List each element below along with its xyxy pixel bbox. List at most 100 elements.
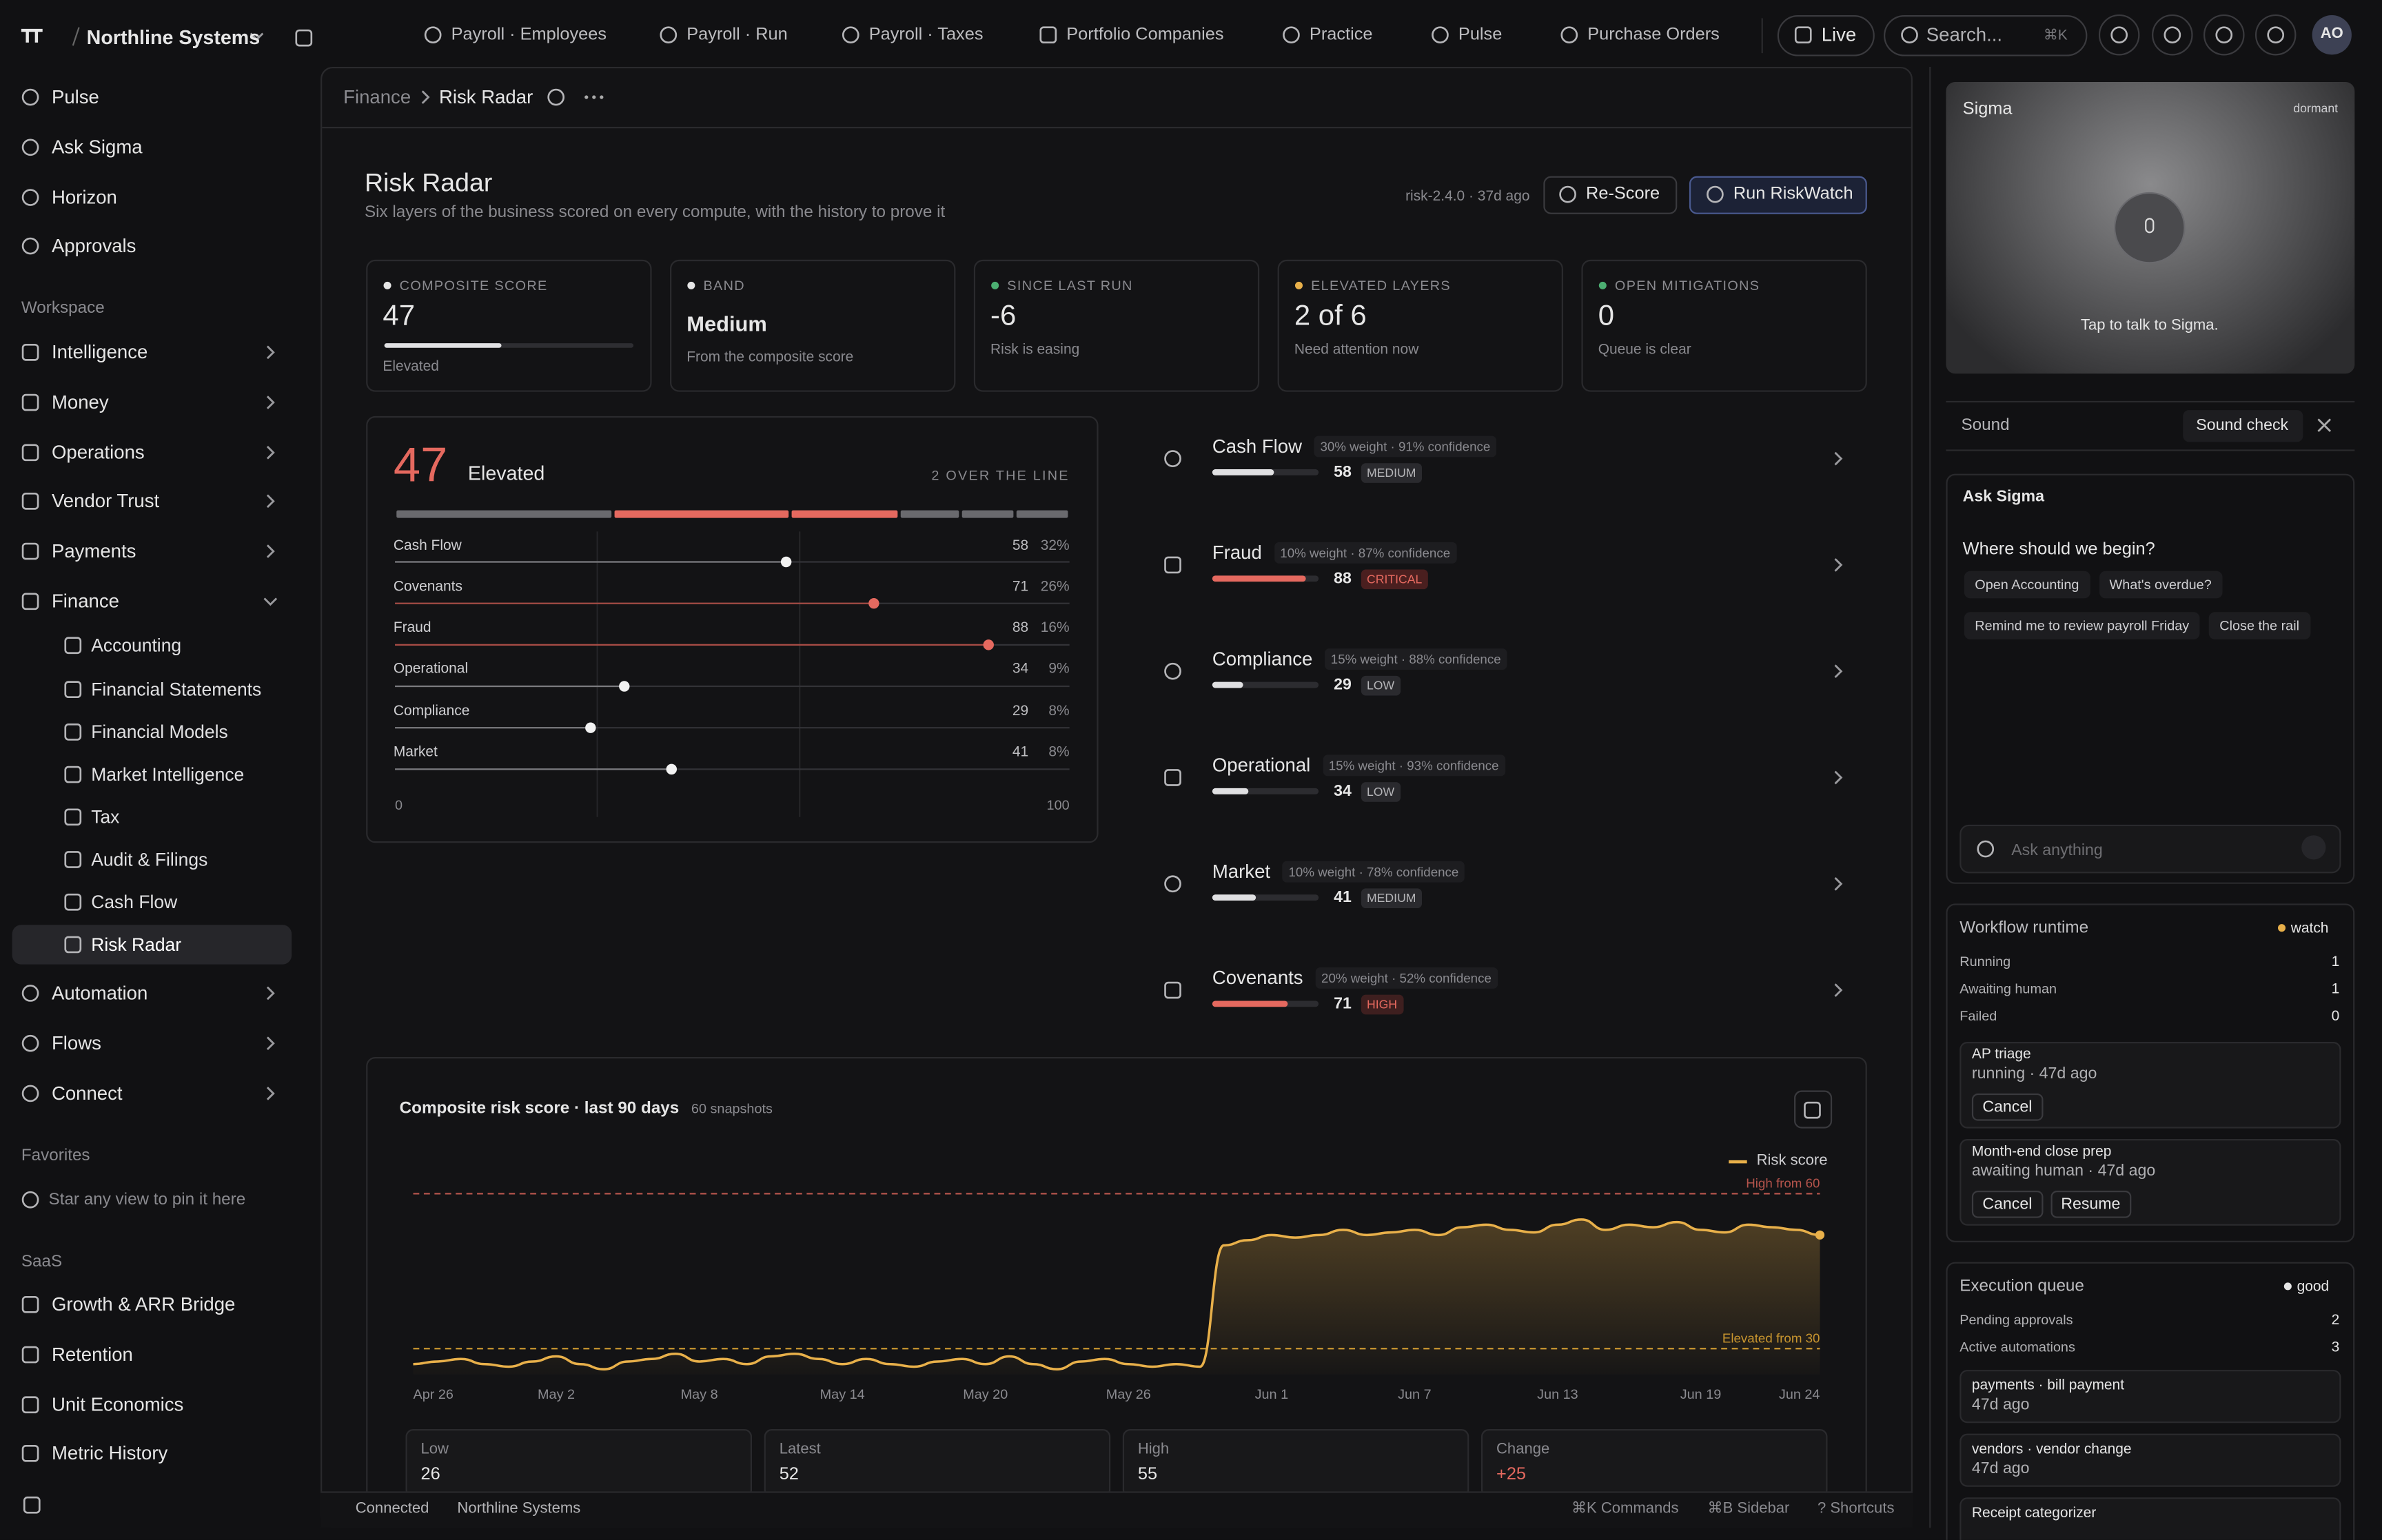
sidebar-item[interactable]: Vendor Trust — [51, 489, 160, 511]
suggestion-chip[interactable]: What's overdue? — [2099, 570, 2223, 598]
sidebar-item[interactable]: Ask Sigma — [51, 136, 143, 158]
text: 26% — [1040, 578, 1070, 595]
suggestion-chip[interactable]: Close the rail — [2208, 611, 2310, 639]
status-dot — [383, 281, 391, 289]
lollipop-dot — [780, 556, 792, 568]
sidebar-item[interactable]: Financial Statements — [91, 679, 262, 701]
button[interactable]: Cancel — [1971, 1093, 2043, 1121]
nav-item[interactable]: Portfolio Companies — [1066, 25, 1224, 44]
sidebar-item[interactable]: Market Intelligence — [91, 763, 245, 786]
icon — [1804, 1101, 1821, 1119]
text[interactable]: ⌘B Sidebar — [1707, 1500, 1790, 1517]
sidebar-item[interactable]: Connect — [51, 1082, 123, 1104]
sidebar-item[interactable]: Retention — [51, 1343, 133, 1365]
text: dormant — [2293, 101, 2339, 115]
sidebar-item[interactable]: Automation — [51, 981, 148, 1003]
lollipop-dot — [619, 681, 630, 692]
suggestion-chip[interactable]: Open Accounting — [1964, 570, 2090, 598]
status-dot — [1598, 281, 1607, 289]
text: 41 — [1334, 888, 1352, 907]
icon — [21, 985, 39, 1002]
breadcrumb[interactable]: Finance — [343, 85, 411, 107]
weight-segment — [900, 510, 959, 518]
sidebar-item[interactable]: Intelligence — [51, 340, 148, 362]
legend-label: Risk score — [1756, 1152, 1828, 1170]
calendar-button[interactable] — [1794, 1090, 1833, 1129]
nav-item[interactable]: Payroll · Taxes — [868, 25, 984, 44]
weight-segment — [1016, 510, 1068, 518]
icon — [547, 88, 565, 106]
input[interactable] — [1959, 824, 2341, 874]
icon — [1559, 185, 1576, 203]
sidebar-item[interactable]: Pulse — [51, 85, 99, 107]
icon — [1164, 662, 1181, 680]
sidebar-item[interactable]: Metric History — [51, 1441, 168, 1464]
stat-box — [405, 1429, 753, 1498]
button[interactable] — [2183, 410, 2303, 442]
kpi-card — [1277, 259, 1563, 392]
lollipop-dot — [666, 763, 678, 775]
nav-item[interactable]: Practice — [1309, 25, 1373, 44]
stat-box — [1480, 1429, 1828, 1498]
nav-item[interactable]: Purchase Orders — [1587, 25, 1720, 44]
sidebar-item[interactable]: Flows — [51, 1031, 101, 1054]
icon — [295, 29, 313, 47]
layer-name: Market — [1212, 861, 1271, 883]
chevron — [266, 544, 275, 558]
sidebar-item[interactable]: Cash Flow — [91, 891, 178, 913]
sidebar-item[interactable]: Approvals — [51, 234, 136, 256]
text: Workflow runtime — [1959, 918, 2089, 936]
sidebar-item[interactable]: Payments — [51, 540, 136, 562]
icon — [1164, 875, 1181, 893]
nav-item[interactable]: Payroll · Run — [686, 25, 788, 44]
org-switcher[interactable]: Northline Systems — [86, 25, 261, 49]
text: Sigma — [1962, 100, 2013, 119]
sidebar-item[interactable]: Accounting — [91, 635, 182, 657]
text: HIGH — [1361, 994, 1403, 1014]
kpi-value: -6 — [990, 300, 1017, 333]
text: 34 — [1334, 782, 1352, 801]
button[interactable] — [1689, 176, 1867, 214]
text: From the composite score — [686, 348, 854, 366]
sidebar-item[interactable]: Financial Models — [91, 721, 228, 743]
text: 0 — [2331, 1007, 2340, 1025]
text[interactable]: ? Shortcuts — [1817, 1500, 1895, 1517]
sidebar-item[interactable]: Horizon — [51, 185, 117, 207]
text: Pending approvals — [1959, 1312, 2073, 1328]
text: BAND — [703, 278, 745, 294]
sidebar-item[interactable]: Unit Economics — [51, 1393, 184, 1415]
icon — [64, 808, 82, 826]
sidebar-item[interactable]: Growth & ARR Bridge — [51, 1293, 236, 1315]
search[interactable] — [1884, 15, 2088, 57]
text: Running — [1959, 954, 2011, 969]
chevron — [266, 1036, 275, 1051]
suggestion-chip[interactable]: Remind me to review payroll Friday — [1964, 611, 2200, 639]
text: 8% — [1048, 743, 1070, 761]
sidebar-item[interactable]: Risk Radar — [91, 934, 182, 956]
icon — [1164, 981, 1181, 999]
button[interactable]: Resume — [2050, 1190, 2131, 1218]
icon — [1560, 26, 1578, 44]
queue-item — [1959, 1370, 2341, 1424]
icon — [1901, 26, 1918, 44]
sidebar-item[interactable]: Operations — [51, 441, 145, 463]
kpi-value: 0 — [1598, 300, 1615, 333]
chevron — [266, 345, 275, 360]
live-button[interactable] — [1777, 15, 1875, 57]
job-actions: Cancel Resume — [1971, 1189, 2131, 1220]
sidebar-item[interactable]: Money — [51, 391, 109, 413]
text[interactable]: ⌘K Commands — [1571, 1500, 1679, 1517]
close — [2317, 418, 2332, 432]
sidebar-item[interactable]: Finance — [51, 590, 119, 612]
status-dot — [687, 281, 695, 289]
icon — [21, 393, 39, 411]
sidebar-item[interactable]: Audit & Filings — [91, 849, 208, 870]
icon — [64, 637, 82, 655]
sidebar-item[interactable]: Tax — [91, 806, 120, 828]
section-label: SaaS — [21, 1252, 63, 1271]
nav-item[interactable]: Payroll · Employees — [451, 25, 607, 44]
icon — [21, 1085, 39, 1102]
button[interactable] — [1543, 176, 1678, 214]
button[interactable]: Cancel — [1971, 1190, 2043, 1218]
nav-item[interactable]: Pulse — [1458, 25, 1503, 44]
